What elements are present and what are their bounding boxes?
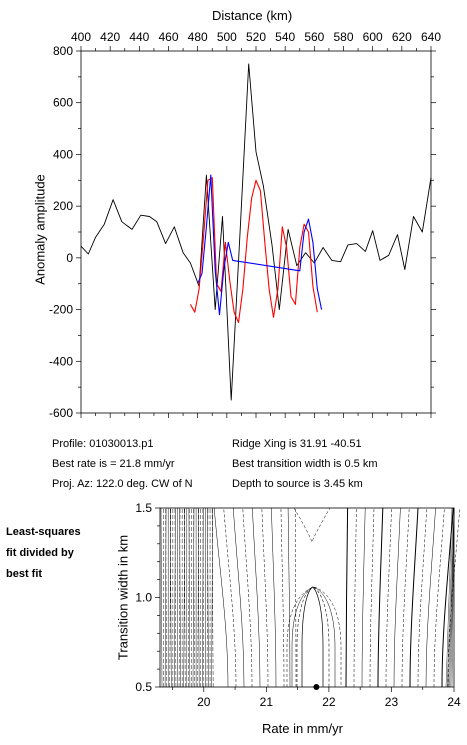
contour-line	[160, 507, 163, 688]
x-tick-label: 440	[129, 30, 149, 44]
contour-line	[451, 507, 455, 688]
x-tick-label: 460	[158, 30, 178, 44]
contour-line	[369, 507, 375, 688]
x-tick-label: 540	[275, 30, 295, 44]
contour-y-axis-title: Transition width in km	[115, 534, 131, 661]
contour-y-tick-label: 1.0	[135, 591, 152, 605]
profile-label: Profile: 01030013.p1	[52, 438, 154, 450]
contour-line	[174, 507, 176, 688]
contour-line	[232, 507, 245, 688]
top-plot-frame	[80, 50, 432, 414]
contour-line	[445, 507, 453, 688]
contour-line	[179, 507, 181, 688]
proj-az-label: Proj. Az: 122.0 deg. CW of N	[52, 478, 193, 490]
y-tick-label: -200	[49, 303, 73, 317]
series-line-model-red	[189, 177, 318, 324]
contour-line	[441, 507, 454, 688]
contour-line	[401, 507, 410, 688]
contour-line	[433, 507, 445, 688]
contour-line	[164, 507, 167, 688]
x-tick-label: 640	[421, 30, 441, 44]
series-line-observed	[80, 63, 432, 401]
y-tick-label: -400	[49, 354, 73, 368]
x-tick-label: 600	[363, 30, 383, 44]
best-rate-label: Best rate is = 21.8 mm/yr	[52, 458, 175, 470]
contour-line	[207, 507, 209, 688]
x-tick-label: 580	[333, 30, 353, 44]
contour-line	[409, 507, 419, 688]
contour-line	[425, 507, 436, 688]
top-x-axis-title: Distance (km)	[212, 8, 293, 23]
contour-x-tick-label: 21	[260, 695, 274, 709]
contour-lines	[160, 507, 461, 688]
best-width-label: Best transition width is 0.5 km	[232, 458, 378, 470]
y-tick-label: 600	[53, 96, 73, 110]
contour-line	[261, 507, 269, 688]
contour-line	[294, 507, 297, 688]
contour-line	[291, 586, 336, 687]
contour-line	[242, 507, 253, 688]
contour-line	[170, 507, 172, 688]
y-tick-label: 0	[66, 251, 73, 265]
y-tick-label: 800	[53, 44, 73, 58]
contour-line	[377, 507, 384, 688]
contour-line	[280, 507, 285, 688]
contour-y-tick-label: 1.5	[135, 501, 152, 515]
contour-x-tick-label: 23	[385, 695, 399, 709]
contour-x-axis-title: Rate in mm/yr	[262, 721, 343, 736]
contour-line	[447, 507, 454, 688]
contour-y-tick-label: 0.5	[135, 680, 152, 694]
contour-line	[353, 507, 357, 688]
contour-line	[293, 507, 331, 543]
x-tick-label: 620	[392, 30, 412, 44]
contour-line	[417, 507, 428, 688]
contour-line	[271, 507, 277, 688]
ridge-xing-label: Ridge Xing is 31.91 -40.51	[232, 438, 362, 450]
contour-x-tick-label: 20	[197, 695, 211, 709]
contour-line	[301, 586, 324, 687]
contour-x-tick-label: 22	[322, 695, 336, 709]
x-tick-label: 400	[71, 30, 91, 44]
contour-line	[393, 507, 401, 688]
x-tick-label: 420	[100, 30, 120, 44]
contour-line	[286, 586, 342, 687]
contour-line	[183, 507, 185, 688]
least-squares-panel-label: Least-squares fit divided by best fit	[6, 526, 81, 580]
contour-line	[188, 507, 191, 688]
x-tick-label: 500	[217, 30, 237, 44]
x-tick-label: 560	[304, 30, 324, 44]
y-tick-label: 200	[53, 199, 73, 213]
depth-label: Depth to source is 3.45 km	[232, 478, 363, 490]
best-fit-point	[313, 684, 320, 690]
contour-line	[252, 507, 261, 688]
x-tick-label: 480	[188, 30, 208, 44]
contour-x-tick-label: 24	[447, 695, 461, 709]
contour-line	[213, 507, 229, 688]
series-line-model-blue	[197, 174, 323, 316]
contour-line	[192, 507, 195, 688]
contour-line	[447, 507, 461, 688]
contour-line	[361, 507, 366, 688]
contour-line	[223, 507, 237, 688]
contour-line	[385, 507, 392, 688]
contour-line	[287, 507, 291, 688]
contour-line	[345, 507, 349, 688]
y-tick-label: 400	[53, 147, 73, 161]
contour-line	[211, 507, 213, 688]
y-tick-label: -600	[49, 406, 73, 420]
contour-line	[202, 507, 204, 688]
contour-line	[197, 507, 200, 688]
x-tick-label: 520	[246, 30, 266, 44]
